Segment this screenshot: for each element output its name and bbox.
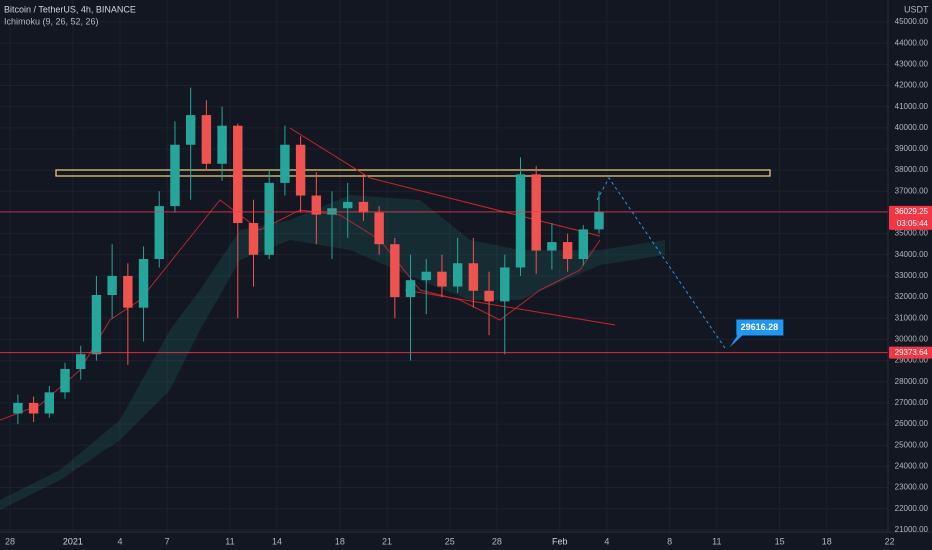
symbol-title: Bitcoin / TetherUS, 4h, BINANCE: [4, 4, 136, 14]
y-tick-label: 44000.00: [895, 38, 929, 47]
candle-body: [280, 144, 290, 183]
y-tick-label: 28000.00: [895, 377, 929, 386]
x-tick-label: 22: [885, 536, 895, 546]
x-tick-label: 11: [225, 536, 234, 546]
candle-body: [405, 280, 416, 298]
x-tick-label: 8: [667, 536, 672, 546]
candle-body: [500, 267, 510, 302]
y-tick-label: 24000.00: [895, 462, 929, 471]
candle-body: [233, 125, 243, 224]
y-tick-label: 26000.00: [895, 419, 929, 428]
candle-body: [562, 242, 573, 260]
support-price-tag: [889, 346, 932, 359]
x-tick-label: 15: [775, 536, 785, 546]
x-tick-label: 2021: [63, 536, 83, 546]
candle-body: [138, 259, 149, 308]
candle-body: [154, 206, 164, 260]
candles: [13, 87, 604, 425]
y-tick-label: 21000.00: [895, 525, 929, 534]
y-tick-label: 37000.00: [895, 186, 929, 195]
candle-body: [60, 369, 70, 393]
current-price-label: 36029.25: [895, 207, 929, 216]
y-tick-label: 40000.00: [895, 123, 929, 132]
candle-body: [343, 201, 353, 209]
candle-body: [248, 223, 259, 255]
x-tick-label: 25: [445, 536, 455, 546]
y-tick-label: 25000.00: [895, 440, 929, 449]
candle-body: [76, 354, 86, 370]
x-tick-label: Feb: [552, 536, 568, 546]
candle-body: [327, 208, 337, 215]
y-tick-label: 39000.00: [895, 144, 929, 153]
candle-body: [358, 201, 369, 213]
candle-body: [390, 244, 400, 298]
y-tick-label: 30000.00: [895, 335, 929, 344]
y-tick-label: 42000.00: [895, 81, 929, 90]
ichimoku-cloud: [0, 195, 665, 510]
y-tick-label: 23000.00: [895, 483, 929, 492]
candle-body: [44, 392, 55, 414]
y-tick-label: 43000.00: [895, 59, 929, 68]
x-tick-label: 4: [604, 536, 609, 546]
candle-body: [311, 195, 322, 215]
target-callout: [729, 319, 784, 348]
indicator-label: Ichimoku (9, 26, 52, 26): [4, 16, 99, 26]
x-tick-label: 28: [492, 536, 502, 546]
candle-body: [531, 174, 541, 251]
currency-label: USDT: [904, 4, 929, 14]
y-tick-label: 38000.00: [895, 165, 929, 174]
candle-body: [437, 271, 447, 287]
candle-body: [374, 212, 384, 245]
candle-body: [594, 211, 604, 230]
x-tick-label: 7: [165, 536, 170, 546]
candle-body: [515, 174, 526, 268]
candle-body: [295, 144, 306, 196]
candle-body: [547, 242, 557, 251]
candle-body: [421, 271, 431, 281]
x-tick-label: 4: [117, 536, 122, 546]
candle-body: [217, 125, 227, 164]
candle-body: [185, 115, 196, 145]
y-tick-label: 27000.00: [895, 398, 929, 407]
y-tick-label: 32000.00: [895, 292, 929, 301]
current-price-tag: [889, 205, 932, 230]
candle-body: [264, 182, 274, 255]
candle-body: [201, 115, 212, 164]
y-tick-label: 34000.00: [895, 250, 929, 259]
price-axis: [888, 0, 932, 550]
candle-body: [13, 402, 23, 414]
y-tick-label: 33000.00: [895, 271, 929, 280]
candle-body: [452, 263, 463, 287]
y-tick-label: 41000.00: [895, 102, 929, 111]
candle-body: [578, 229, 589, 260]
y-tick-label: 45000.00: [895, 17, 929, 26]
candle-body: [484, 290, 494, 302]
y-tick-label: 31000.00: [895, 313, 929, 322]
x-tick-label: 18: [335, 536, 345, 546]
countdown-label: 03:05:44: [897, 219, 929, 228]
x-tick-label: 21: [382, 536, 392, 546]
candle-body: [28, 402, 39, 414]
candle-body: [468, 263, 479, 291]
x-tick-label: 28: [5, 536, 15, 546]
x-tick-label: 18: [822, 536, 832, 546]
resistance-zone: [55, 169, 771, 177]
x-tick-label: 14: [272, 536, 282, 546]
candle-body: [123, 275, 133, 308]
candle-body: [107, 275, 117, 295]
target-label: 29616.28: [741, 322, 779, 332]
y-tick-label: 29000.00: [895, 356, 929, 365]
candle-body: [170, 144, 180, 207]
y-tick-label: 22000.00: [895, 504, 929, 513]
grid: [0, 0, 891, 532]
y-tick-label: 35000.00: [895, 229, 929, 238]
x-tick-label: 11: [712, 536, 721, 546]
candle-body: [91, 294, 102, 355]
support-price-label: 29373.64: [895, 348, 929, 357]
projection-path: [596, 177, 726, 349]
